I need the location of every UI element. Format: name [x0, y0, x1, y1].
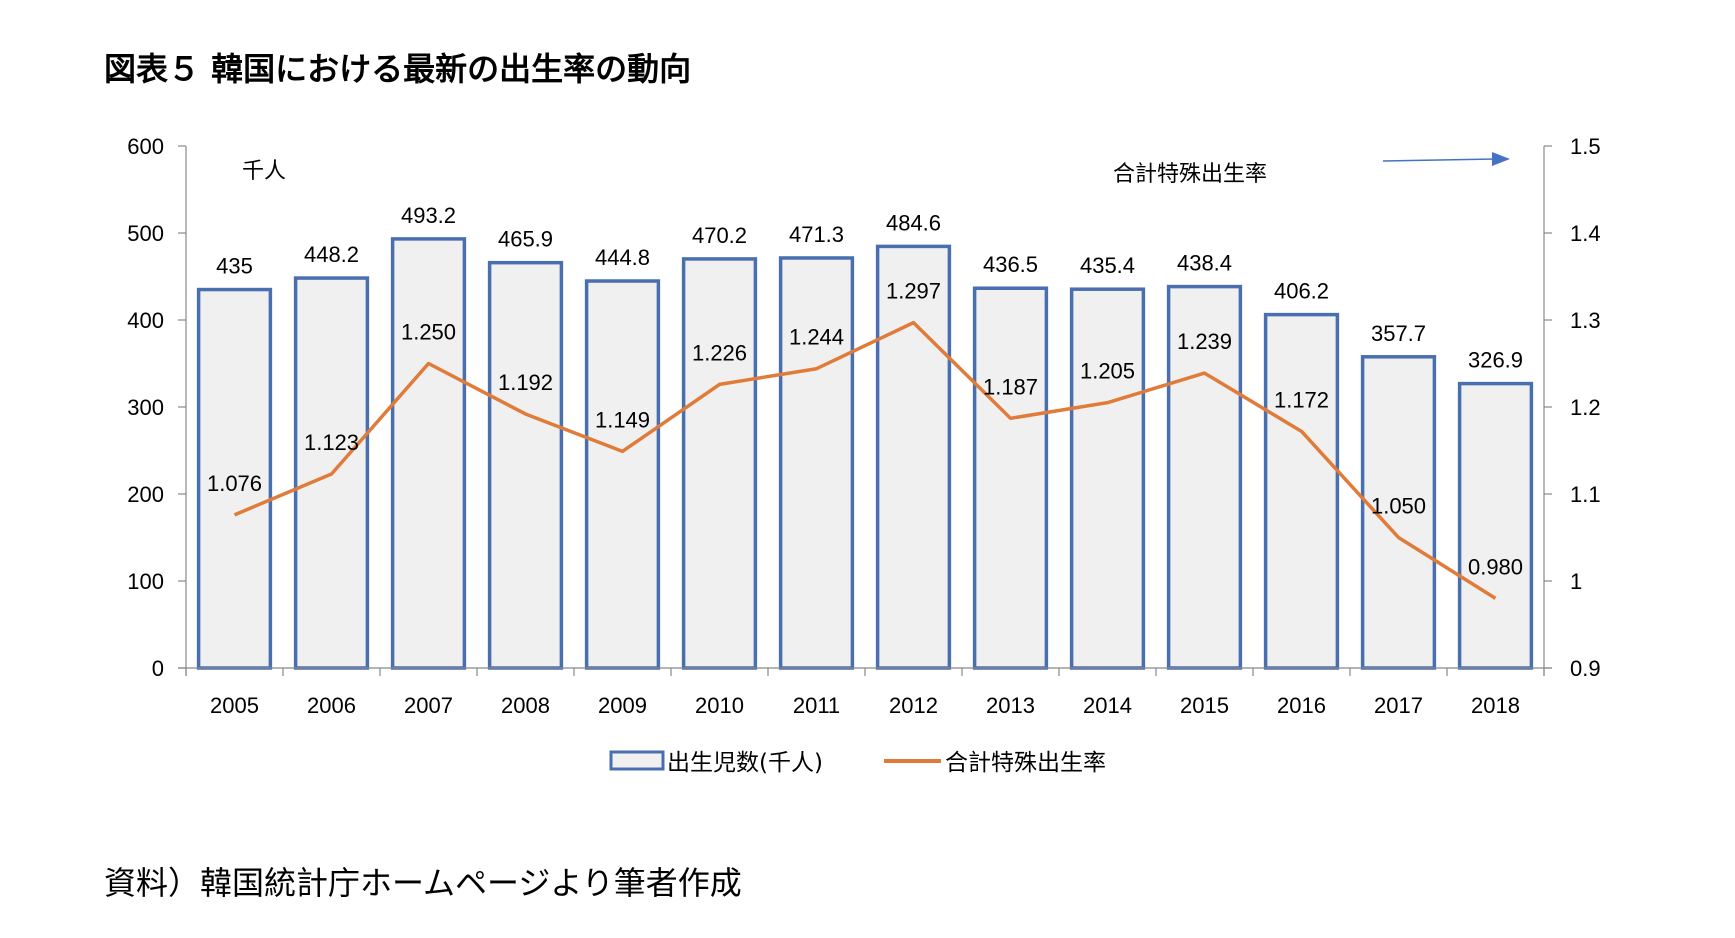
tfr-value-label: 0.980: [1468, 554, 1523, 579]
right-tick-label: 1.4: [1570, 221, 1601, 246]
left-axis-unit-label: 千人: [242, 159, 286, 184]
tfr-value-label: 1.250: [401, 320, 456, 345]
tfr-value-label: 1.226: [692, 340, 747, 365]
x-tick-label: 2016: [1277, 693, 1326, 718]
bar-value-label: 448.2: [304, 242, 359, 267]
tfr-value-label: 1.149: [595, 407, 650, 432]
tfr-line: [233, 320, 1497, 600]
bar-series: [196, 237, 1534, 670]
bar-2012: [875, 244, 952, 670]
right-axis-arrow: [1382, 152, 1510, 166]
tfr-value-label: 1.187: [983, 374, 1038, 399]
bar-2009: [584, 279, 661, 670]
tfr-value-label: 1.050: [1371, 494, 1426, 519]
axes: 0 100 200 300 400 500 600 0.9 1 1.1 1.2 1.3 1.4 1.5 20…: [127, 134, 1600, 718]
left-tick-label: 0: [152, 656, 164, 681]
line-series: [233, 320, 1497, 600]
x-tick-label: 2017: [1374, 693, 1423, 718]
x-tick-label: 2011: [793, 693, 840, 718]
bar-2011: [778, 256, 855, 670]
arrow-shaft: [1382, 158, 1496, 162]
source-note: 資料）韓国統計庁ホームページより筆者作成: [104, 864, 742, 902]
data-labels: 435 448.2 493.2 465.9 444.8 470.2 471.3 484.6 43…: [207, 203, 1523, 579]
bar-2018: [1457, 381, 1534, 670]
right-tick-label: 1.5: [1570, 134, 1601, 159]
x-tick-label: 2012: [889, 693, 938, 718]
right-tick-label: 0.9: [1570, 656, 1601, 681]
bar-value-label: 435: [216, 254, 253, 279]
bar-value-label: 436.5: [983, 252, 1038, 277]
bar-2015: [1166, 284, 1243, 670]
left-tick-label: 500: [127, 221, 164, 246]
x-tick-label: 2006: [307, 693, 356, 718]
tfr-value-label: 1.205: [1080, 359, 1135, 384]
left-tick-label: 600: [127, 134, 164, 159]
x-tick-label: 2018: [1471, 693, 1520, 718]
left-tick-label: 400: [127, 308, 164, 333]
bar-value-label: 357.7: [1371, 321, 1426, 346]
tfr-value-label: 1.244: [789, 325, 844, 350]
x-tick-label: 2008: [501, 693, 550, 718]
left-tick-label: 300: [127, 395, 164, 420]
x-tick-label: 2007: [404, 693, 453, 718]
bar-2013: [972, 286, 1049, 670]
bar-value-label: 470.2: [692, 223, 747, 248]
bar-2010: [681, 257, 758, 670]
bar-value-label: 438.4: [1177, 251, 1232, 276]
bar-2008: [487, 260, 564, 670]
x-tick-label: 2015: [1180, 693, 1229, 718]
bar-value-label: 435.4: [1080, 253, 1135, 278]
bar-2007: [390, 237, 467, 670]
bar-value-label: 406.2: [1274, 279, 1329, 304]
left-tick-label: 200: [127, 482, 164, 507]
bar-2014: [1069, 287, 1146, 670]
x-tick-label: 2013: [986, 693, 1035, 718]
tfr-value-label: 1.239: [1177, 329, 1232, 354]
x-tick-label: 2014: [1083, 693, 1132, 718]
x-tick-label: 2009: [598, 693, 647, 718]
tfr-value-label: 1.076: [207, 471, 262, 496]
tfr-value-label: 1.172: [1274, 387, 1329, 412]
tfr-value-label: 1.192: [498, 370, 553, 395]
figure-title: 図表５ 韓国における最新の出生率の動向: [104, 50, 692, 88]
tfr-value-label: 1.123: [304, 430, 359, 455]
legend-label-births: 出生児数(千人): [667, 750, 823, 776]
right-tick-label: 1.3: [1570, 308, 1601, 333]
right-tick-label: 1.1: [1570, 482, 1601, 507]
legend: 出生児数(千人) 合計特殊出生率: [609, 750, 1106, 776]
bar-value-label: 465.9: [498, 227, 553, 252]
right-tick-label: 1: [1570, 569, 1582, 594]
bar-value-label: 444.8: [595, 245, 650, 270]
bar-value-label: 493.2: [401, 203, 456, 228]
bar-2016: [1263, 312, 1340, 670]
x-tick-label: 2005: [210, 693, 259, 718]
bar-value-label: 326.9: [1468, 348, 1523, 373]
bar-value-label: 484.6: [886, 210, 941, 235]
arrow-head-icon: [1492, 152, 1510, 166]
legend-label-tfr: 合計特殊出生率: [945, 750, 1106, 776]
right-axis-unit-label: 合計特殊出生率: [1113, 162, 1267, 187]
right-tick-label: 1.2: [1570, 395, 1601, 420]
bar-2005: [196, 287, 273, 670]
legend-bar-swatch: [609, 750, 665, 771]
tfr-value-label: 1.297: [886, 279, 941, 304]
left-tick-label: 100: [127, 569, 164, 594]
bar-value-label: 471.3: [789, 222, 844, 247]
x-tick-label: 2010: [695, 693, 744, 718]
